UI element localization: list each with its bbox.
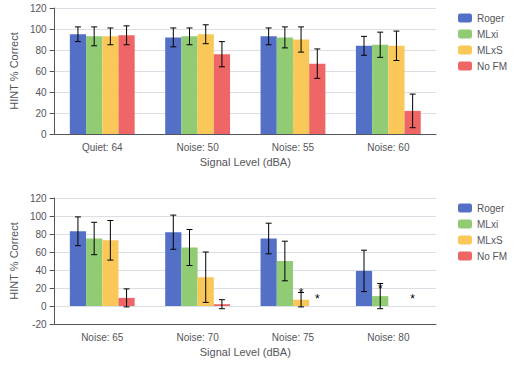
svg-text:MLxS: MLxS — [477, 235, 503, 246]
svg-text:120: 120 — [30, 193, 47, 204]
svg-text:*: * — [315, 292, 320, 306]
svg-text:20: 20 — [35, 283, 47, 294]
svg-text:Noise: 50: Noise: 50 — [176, 142, 219, 153]
svg-text:40: 40 — [35, 87, 47, 98]
svg-text:Noise: 70: Noise: 70 — [176, 332, 219, 343]
svg-text:MLxS: MLxS — [477, 45, 503, 56]
svg-text:Roger: Roger — [477, 13, 505, 24]
svg-text:Signal Level (dBA): Signal Level (dBA) — [200, 346, 291, 358]
svg-text:Quiet: 64: Quiet: 64 — [82, 142, 123, 153]
svg-text:MLxi: MLxi — [477, 29, 498, 40]
svg-text:120: 120 — [30, 3, 47, 14]
svg-text:Noise: 75: Noise: 75 — [272, 332, 315, 343]
svg-text:*: * — [410, 292, 415, 306]
svg-text:20: 20 — [35, 108, 47, 119]
svg-text:HINT % Correct: HINT % Correct — [8, 222, 20, 299]
svg-text:No FM: No FM — [477, 251, 507, 262]
svg-text:0: 0 — [41, 301, 47, 312]
svg-text:Roger: Roger — [477, 203, 505, 214]
svg-text:100: 100 — [30, 211, 47, 222]
svg-text:Noise: 60: Noise: 60 — [367, 142, 410, 153]
svg-text:60: 60 — [35, 247, 47, 258]
svg-text:*: * — [378, 282, 383, 296]
svg-text:Noise: 55: Noise: 55 — [272, 142, 315, 153]
svg-text:MLxi: MLxi — [477, 219, 498, 230]
svg-text:0: 0 — [41, 129, 47, 140]
svg-text:No FM: No FM — [477, 61, 507, 72]
svg-text:*: * — [299, 286, 304, 300]
svg-text:80: 80 — [35, 45, 47, 56]
svg-text:40: 40 — [35, 265, 47, 276]
svg-text:80: 80 — [35, 229, 47, 240]
svg-text:60: 60 — [35, 66, 47, 77]
svg-text:Noise: 80: Noise: 80 — [367, 332, 410, 343]
svg-text:100: 100 — [30, 24, 47, 35]
svg-text:HINT % Correct: HINT % Correct — [8, 32, 20, 109]
svg-text:-20: -20 — [32, 319, 47, 330]
svg-text:Noise: 65: Noise: 65 — [81, 332, 124, 343]
svg-text:Signal Level (dBA): Signal Level (dBA) — [200, 156, 291, 168]
